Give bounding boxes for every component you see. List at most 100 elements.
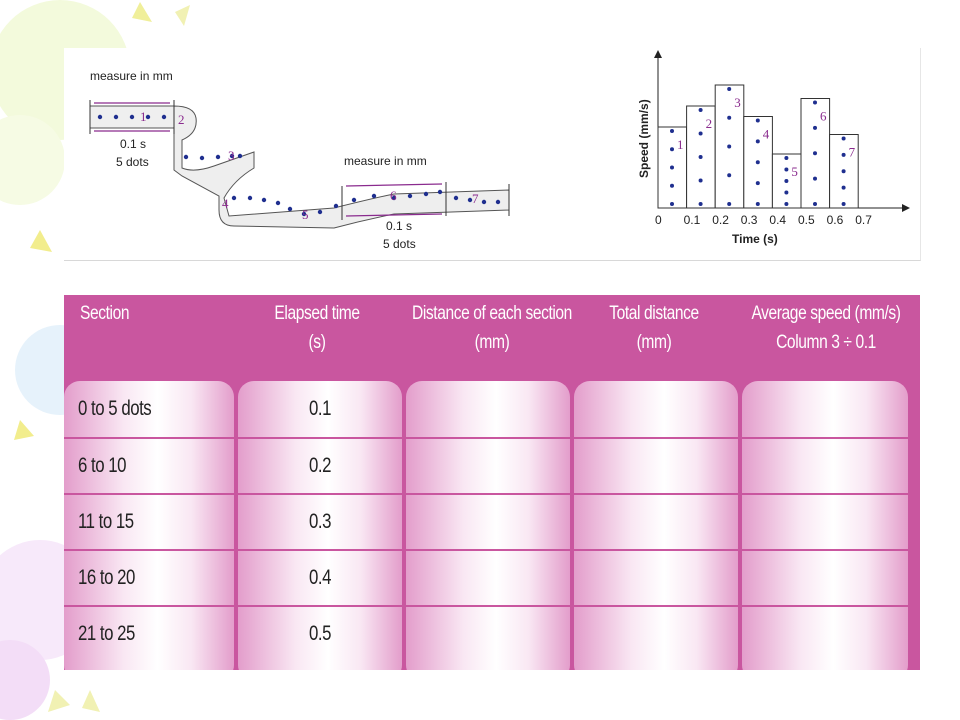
chart-bar-dot [755, 118, 760, 123]
header-distance-each-section: Distance of each section (mm) [412, 303, 572, 353]
chart-bar-dot [727, 173, 732, 178]
chart-y-axis-label: Speed (mm/s) [637, 99, 651, 178]
row-divider [64, 493, 920, 495]
chart-bar-dot [813, 100, 817, 105]
chart-bar-dot [670, 165, 674, 170]
chart-x-tick-label: 0.5 [798, 213, 815, 227]
chart-bar-dot [813, 151, 817, 156]
tape-section-number: 4 [222, 196, 229, 211]
chart-bar-dot [727, 115, 732, 120]
tape-dot [453, 195, 459, 201]
chart-bar-label: 6 [820, 109, 827, 124]
table-row-elapsed: 0.5 [309, 622, 331, 645]
chart-x-tick-label: 0.3 [741, 213, 758, 227]
chart-bar-label: 4 [763, 127, 770, 142]
chart-x-tick-label: 0.2 [712, 213, 729, 227]
tape-section-number: 2 [178, 112, 185, 127]
tape-dot [391, 195, 397, 201]
chart-x-tick-label: 0 [655, 213, 662, 227]
tape-section-number: 5 [302, 207, 309, 222]
chart-bars: 1 2 3 4 5 6 7 [657, 84, 859, 209]
interval-time-2: 0.1 s [386, 219, 412, 233]
chart-bar-dot [841, 169, 846, 174]
chart-x-tick-label: 0.4 [769, 213, 786, 227]
chart-bar-dot [698, 178, 703, 183]
chart-x-ticks: 0 0.1 0.2 0.3 0.4 0.5 0.6 0.7 [655, 213, 872, 227]
chart-bar-dot [841, 202, 846, 206]
chart-x-tick-label: 0.7 [855, 213, 872, 227]
column-elapsed-time [238, 381, 402, 670]
tape-dot [199, 155, 205, 161]
chart-bar-dot [727, 202, 732, 206]
chart-bar-dot [813, 202, 817, 206]
tape-section-numbers: 1 2 3 4 5 6 7 [140, 109, 479, 222]
tape-dot [129, 114, 135, 120]
chart-bar-label: 2 [706, 116, 713, 131]
chart-bar-dot [841, 152, 846, 157]
interval-dots-2: 5 dots [383, 237, 416, 251]
tape-dot [215, 154, 221, 160]
chart-bar-dot [755, 139, 760, 144]
tape-dot [407, 193, 413, 199]
tape-dot [145, 114, 151, 120]
tape-dot [161, 114, 167, 120]
tape-dot [301, 211, 307, 217]
chart-bar-label: 1 [677, 137, 684, 152]
chart-bar-dot [755, 202, 760, 206]
tape-dot [317, 209, 323, 215]
header-total-distance: Total distance (mm) [609, 303, 699, 353]
tape-dot [437, 189, 443, 195]
header-elapsed-time: Elapsed time (s) [274, 303, 360, 353]
chart-bar-dot [841, 185, 846, 190]
tape-dot [333, 203, 339, 209]
chart-bar-dot [784, 156, 789, 160]
table-row-section: 16 to 20 [78, 566, 135, 589]
chart-bar-dot [698, 108, 703, 112]
table-row-elapsed: 0.2 [309, 454, 331, 477]
ticker-tape-diagram: measure in mm measure in mm 0.1 s 5 dots… [89, 69, 510, 251]
column-section [64, 381, 234, 670]
chart-bar-dot [698, 202, 703, 206]
chart-bar-dot [698, 155, 703, 159]
chart-bar-label: 3 [734, 95, 741, 110]
tape-dot [467, 197, 473, 203]
tape-dot [481, 199, 487, 205]
chart-bar-dot [784, 179, 789, 183]
chart-bar-dot [784, 190, 789, 195]
header-section: Section [80, 303, 130, 324]
tape-dot [351, 197, 357, 203]
chart-bar-dot [841, 136, 846, 141]
tape-dot [231, 195, 237, 201]
chart-bar-dot [670, 183, 674, 188]
row-divider [64, 605, 920, 607]
tape-dot [371, 193, 377, 199]
measure-label-2: measure in mm [344, 154, 427, 168]
table-row-section: 0 to 5 dots [78, 397, 152, 420]
tape-dots [97, 114, 501, 217]
chart-bar-dot [727, 87, 732, 91]
chart-bar-dot [727, 144, 732, 149]
table-row-section: 6 to 10 [78, 454, 127, 477]
chart-bar-dot [755, 181, 760, 186]
tape-dot [423, 191, 429, 197]
chart-bar-dot [755, 160, 760, 165]
column-total-distance [574, 381, 738, 670]
chart-bar-dot [784, 167, 789, 172]
table-row-section: 11 to 15 [78, 510, 134, 533]
chart-x-tick-label: 0.6 [827, 213, 844, 227]
interval-time-1: 0.1 s [120, 137, 146, 151]
tape-dot [183, 154, 189, 160]
chart-bar-dot [670, 129, 674, 133]
chart-bar-label: 7 [849, 145, 856, 160]
tape-dot [495, 199, 501, 205]
tape-section-number: 7 [472, 191, 479, 206]
tape-dot [275, 200, 281, 206]
chart-bar-dot [698, 131, 703, 136]
column-distance [406, 381, 570, 670]
tape-dot [229, 153, 235, 159]
measure-label-1: measure in mm [90, 69, 173, 83]
header-average-speed: Average speed (mm/s) Column 3 ÷ 0.1 [751, 303, 901, 353]
tape-dot [247, 195, 253, 201]
